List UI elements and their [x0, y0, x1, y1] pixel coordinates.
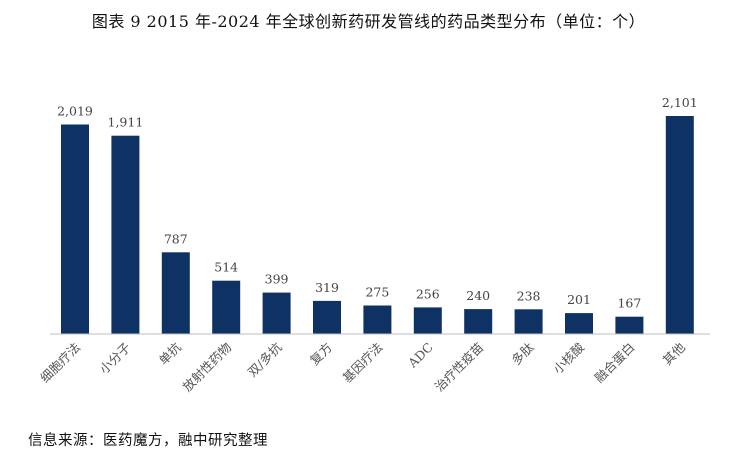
bar-12	[665, 116, 694, 334]
category-label-1: 小分子	[96, 340, 133, 377]
value-labels-group: 2,019 1,911 787 514 399 319 275 256 240 238 201 167…	[57, 95, 698, 311]
bar-3	[212, 280, 241, 334]
bar-7	[413, 307, 442, 334]
value-label-0: 2,019	[57, 104, 93, 119]
bar-2	[161, 252, 190, 334]
bar-10	[565, 313, 593, 334]
chart-title: 图表 9 2015 年-2024 年全球创新药研发管线的药品类型分布（单位：个）	[91, 12, 646, 31]
category-label-0: 细胞疗法	[37, 340, 83, 386]
category-label-5: 复方	[307, 340, 335, 368]
value-label-3: 514	[214, 260, 238, 275]
bar-9	[514, 309, 543, 334]
value-label-9: 238	[517, 288, 541, 303]
bar-8	[464, 309, 493, 334]
category-label-11: 融合蛋白	[592, 340, 638, 386]
category-label-9: 多肽	[508, 339, 537, 368]
category-label-3: 放射性药物	[180, 340, 235, 395]
category-label-2: 单抗	[156, 339, 185, 368]
source-note: 信息来源：医药魔方，融中研究整理	[28, 433, 268, 449]
category-label-12: 其他	[660, 339, 689, 368]
category-label-7: ADC	[404, 340, 436, 372]
value-label-8: 240	[466, 288, 490, 303]
category-label-10: 小核酸	[550, 339, 587, 376]
value-label-4: 399	[265, 272, 289, 287]
bar-11	[615, 316, 644, 334]
value-label-12: 2,101	[662, 95, 698, 110]
bar-4	[262, 292, 291, 334]
value-label-10: 201	[567, 292, 591, 307]
bar-1	[111, 135, 140, 334]
bars-group	[61, 116, 694, 334]
category-label-8: 治疗性疫苗	[432, 340, 487, 395]
bar-0	[61, 124, 89, 334]
value-label-1: 1,911	[108, 115, 144, 130]
value-label-7: 256	[416, 286, 440, 301]
category-label-4: 双/多抗	[245, 339, 285, 379]
value-label-11: 167	[617, 296, 641, 311]
value-label-6: 275	[365, 285, 389, 300]
value-label-2: 787	[164, 231, 188, 246]
category-label-6: 基因疗法	[340, 340, 386, 386]
bar-6	[363, 305, 392, 334]
bar-5	[313, 300, 341, 334]
value-label-5: 319	[315, 280, 339, 295]
